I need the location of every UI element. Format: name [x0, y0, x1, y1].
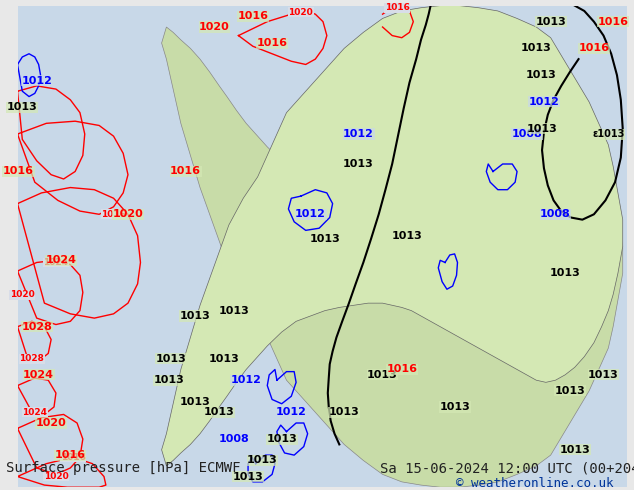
Text: 1016: 1016 — [55, 450, 86, 460]
Text: 1020: 1020 — [288, 7, 313, 17]
Text: 1016: 1016 — [386, 365, 417, 374]
Text: Surface pressure [hPa] ECMWF: Surface pressure [hPa] ECMWF — [6, 461, 241, 475]
Text: 1013: 1013 — [329, 407, 359, 417]
Text: 1028: 1028 — [22, 321, 52, 332]
Text: 1016: 1016 — [101, 210, 126, 219]
Text: 1013: 1013 — [156, 354, 186, 364]
Text: 1013: 1013 — [588, 370, 619, 380]
Text: 1013: 1013 — [550, 268, 581, 278]
Text: 1008: 1008 — [540, 209, 571, 220]
Polygon shape — [162, 27, 623, 487]
Text: 1013: 1013 — [209, 354, 240, 364]
Text: 1013: 1013 — [535, 17, 566, 26]
Text: 1012: 1012 — [529, 97, 559, 107]
Text: 1008: 1008 — [511, 129, 542, 139]
Text: 1024: 1024 — [44, 258, 68, 267]
Text: 1020: 1020 — [44, 472, 68, 481]
Text: 1013: 1013 — [218, 306, 249, 316]
Text: 1016: 1016 — [61, 453, 86, 462]
Text: 1013: 1013 — [439, 402, 470, 412]
Text: 1013: 1013 — [7, 102, 37, 112]
Text: 1013: 1013 — [555, 386, 585, 396]
Text: 1028: 1028 — [20, 354, 44, 363]
Text: ε1013: ε1013 — [592, 129, 624, 139]
Text: 1016: 1016 — [385, 3, 410, 12]
Text: 1008: 1008 — [218, 434, 249, 444]
Text: 1016: 1016 — [598, 17, 629, 26]
Text: 1024: 1024 — [23, 370, 54, 380]
Text: 1013: 1013 — [154, 375, 184, 385]
Text: 1013: 1013 — [521, 44, 552, 53]
Text: 1012: 1012 — [22, 75, 52, 86]
Text: 1012: 1012 — [295, 209, 326, 220]
Text: 1013: 1013 — [247, 456, 278, 466]
Polygon shape — [162, 5, 623, 466]
Text: 1013: 1013 — [367, 370, 398, 380]
Text: 1016: 1016 — [237, 11, 268, 21]
Text: 1012: 1012 — [276, 407, 307, 417]
Text: © weatheronline.co.uk: © weatheronline.co.uk — [456, 477, 614, 490]
Text: 1013: 1013 — [204, 407, 235, 417]
Text: 1013: 1013 — [527, 123, 557, 134]
Text: 1016: 1016 — [257, 38, 288, 48]
Text: 1013: 1013 — [180, 396, 210, 407]
Text: 1020: 1020 — [36, 418, 67, 428]
Text: Sa 15-06-2024 12:00 UTC (00+204): Sa 15-06-2024 12:00 UTC (00+204) — [380, 461, 634, 475]
Text: 1013: 1013 — [391, 231, 422, 241]
Text: 1016: 1016 — [170, 167, 201, 176]
Text: 1020: 1020 — [113, 209, 143, 220]
Text: 1020: 1020 — [10, 290, 35, 299]
Text: 1016: 1016 — [578, 44, 609, 53]
Text: 1024: 1024 — [45, 255, 76, 265]
Text: 1013: 1013 — [559, 445, 590, 455]
Text: 1020: 1020 — [199, 22, 230, 32]
Text: 1013: 1013 — [526, 70, 557, 80]
Text: 1012: 1012 — [231, 375, 262, 385]
Text: 1024: 1024 — [22, 408, 48, 417]
Text: 1013: 1013 — [233, 471, 264, 482]
Text: 1013: 1013 — [309, 234, 340, 244]
Text: 1013: 1013 — [343, 159, 374, 169]
Text: 1016: 1016 — [3, 167, 34, 176]
Text: 1012: 1012 — [343, 129, 374, 139]
Text: 1013: 1013 — [180, 311, 210, 321]
Text: 1013: 1013 — [266, 434, 297, 444]
